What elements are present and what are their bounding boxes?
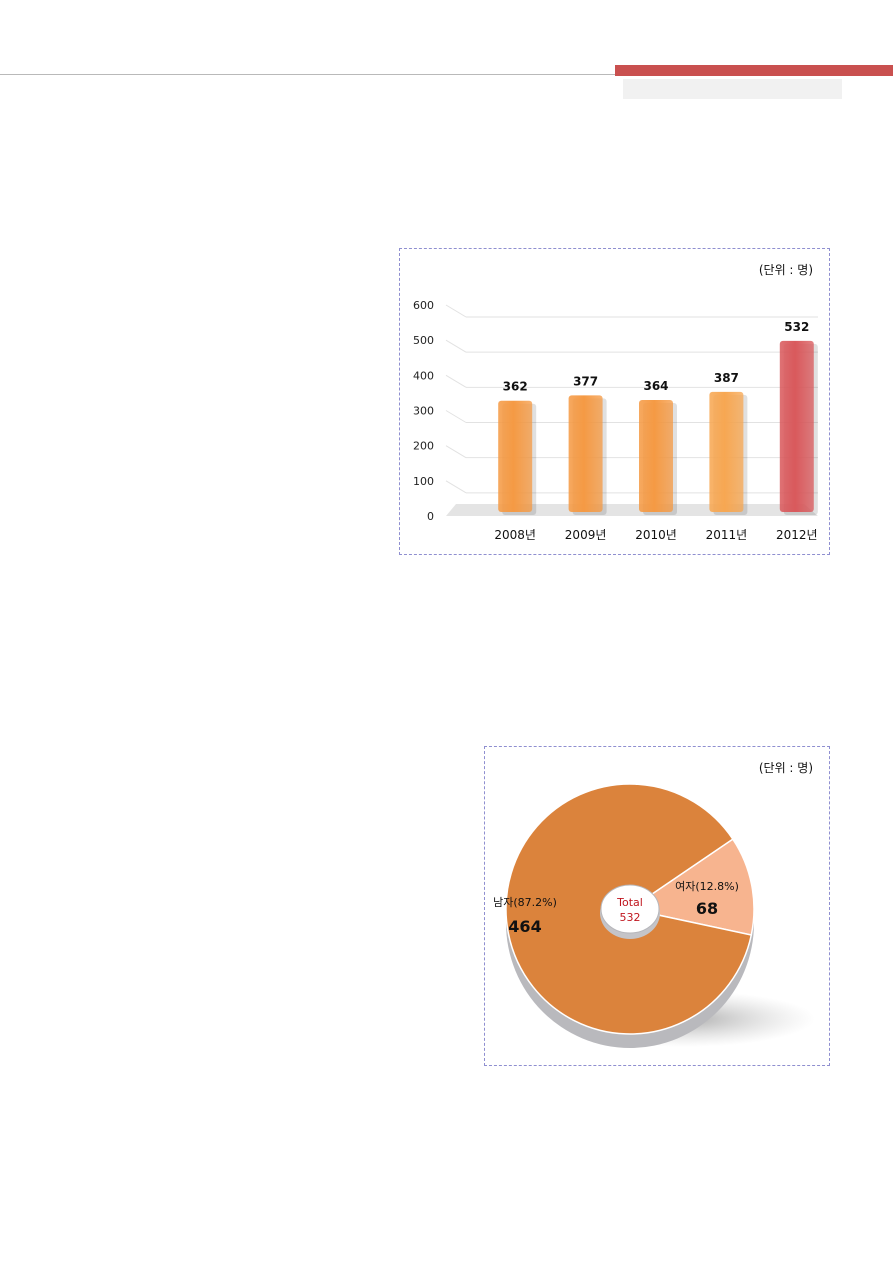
- x-category-label: 2011년: [706, 528, 748, 542]
- bar-value-label: 377: [573, 374, 598, 388]
- pie-slice-label: 여자(12.8%): [675, 880, 739, 893]
- x-category-label: 2012년: [776, 528, 818, 542]
- pie-slice-label: 남자(87.2%): [493, 896, 557, 909]
- bar-chart-gridline-depth: [445, 374, 467, 388]
- bar-value-label: 362: [503, 380, 528, 394]
- bar-chart-gridline-depth: [445, 480, 467, 494]
- bar-2011년: [709, 391, 744, 512]
- bar-chart-gridline-depth: [445, 339, 467, 353]
- x-category-label: 2008년: [494, 528, 536, 542]
- pie-center-hole: [600, 884, 660, 934]
- bar-2009년: [568, 395, 603, 512]
- bar-chart-gridline-depth: [445, 304, 467, 318]
- bar-chart: (단위 : 명) 0 100 200 300 400 500 600 362 2008년 377 2…: [399, 248, 830, 555]
- y-tick-label: 400: [413, 369, 434, 382]
- pie-center-label: Total: [616, 896, 643, 909]
- y-tick-label: 500: [413, 334, 434, 347]
- pie-chart: (단위 : 명) Total 532 남자(87.2%) 464 여자(12.8%) 68: [484, 746, 830, 1066]
- bar-2010년: [639, 399, 673, 512]
- bar-value-label: 387: [714, 371, 739, 385]
- bar-chart-gridline-depth: [445, 445, 467, 459]
- y-tick-label: 0: [427, 510, 434, 523]
- y-tick-label: 300: [413, 405, 434, 418]
- header-accent-bar: [615, 65, 893, 76]
- bar-value-label: 364: [643, 379, 668, 393]
- pie-center-value: 532: [620, 911, 641, 924]
- x-category-label: 2010년: [635, 528, 677, 542]
- pie-chart-unit-label: (단위 : 명): [758, 761, 813, 775]
- pie-slice-value: 464: [508, 917, 541, 936]
- y-tick-label: 100: [413, 475, 434, 488]
- header-tab: [623, 79, 842, 99]
- bar-chart-svg: 0 100 200 300 400 500 600 362 2008년 377 2009년 364 20…: [413, 299, 818, 542]
- y-tick-label: 200: [413, 440, 434, 453]
- header-rule: [0, 74, 620, 75]
- x-category-label: 2009년: [565, 528, 607, 542]
- bar-chart-unit-label: (단위 : 명): [758, 263, 813, 277]
- y-tick-label: 600: [413, 299, 434, 312]
- pie-slice: [628, 838, 755, 936]
- pie-chart-svg: Total 532 남자(87.2%) 464 여자(12.8%) 68: [493, 783, 815, 1048]
- bar-2012년: [779, 340, 814, 512]
- bar-2008년: [498, 400, 533, 512]
- bar-chart-gridline-depth: [445, 410, 467, 423]
- bar-value-label: 532: [784, 320, 809, 334]
- pie-slice-value: 68: [696, 899, 718, 918]
